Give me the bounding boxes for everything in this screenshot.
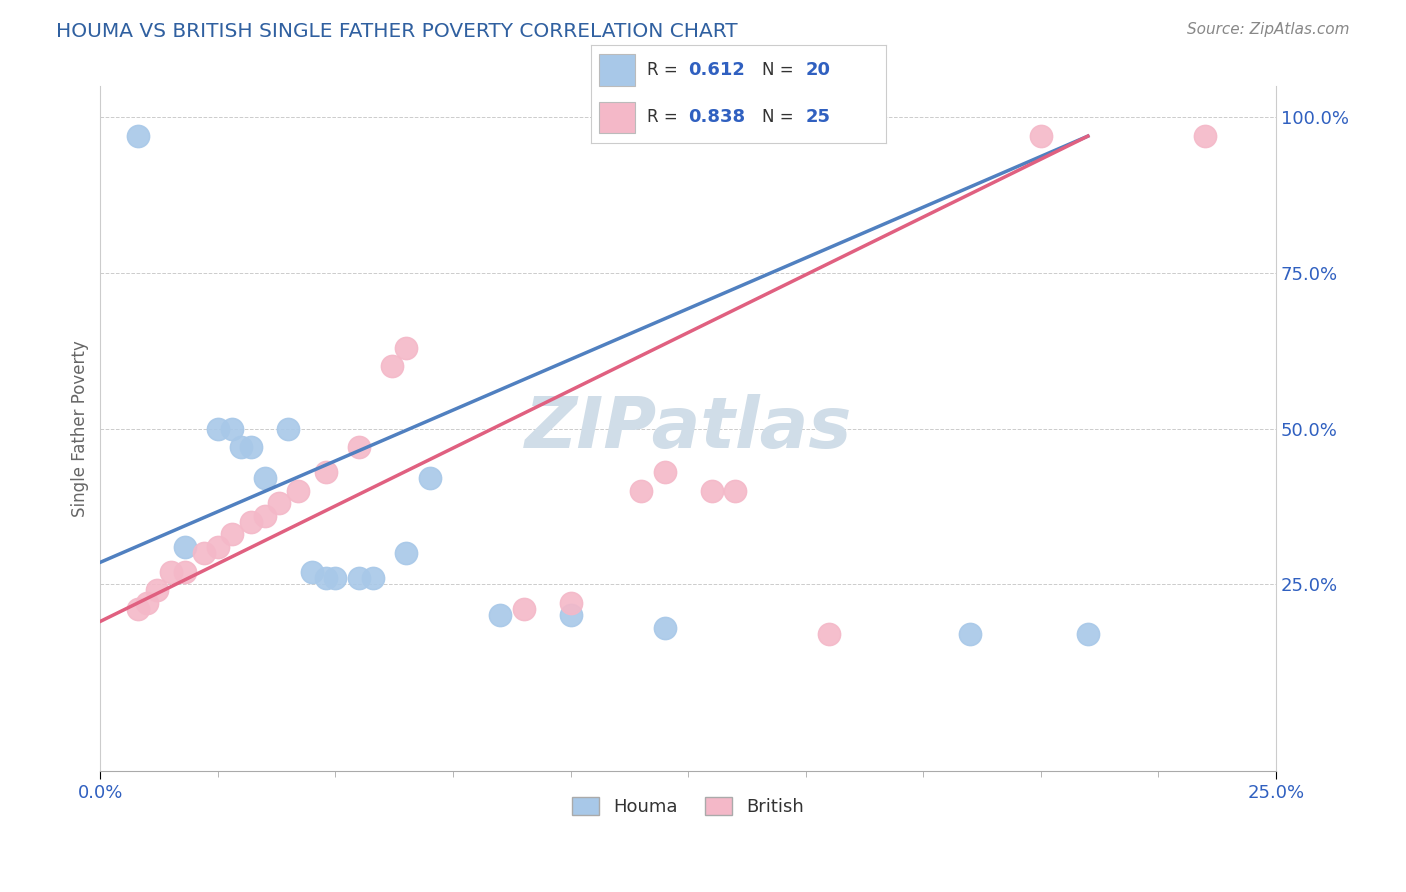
Point <box>654 465 676 479</box>
Point <box>239 440 262 454</box>
Point <box>325 571 347 585</box>
Text: 20: 20 <box>806 62 831 79</box>
Point <box>221 421 243 435</box>
Point <box>253 471 276 485</box>
FancyBboxPatch shape <box>599 54 636 86</box>
Point <box>560 596 582 610</box>
Point <box>146 583 169 598</box>
Point <box>654 621 676 635</box>
Point <box>127 602 149 616</box>
Point <box>207 540 229 554</box>
Point <box>253 508 276 523</box>
Text: 0.612: 0.612 <box>688 62 745 79</box>
Text: R =: R = <box>647 108 683 126</box>
Point <box>1194 129 1216 144</box>
Text: R =: R = <box>647 62 683 79</box>
Text: N =: N = <box>762 108 799 126</box>
Point <box>361 571 384 585</box>
Text: HOUMA VS BRITISH SINGLE FATHER POVERTY CORRELATION CHART: HOUMA VS BRITISH SINGLE FATHER POVERTY C… <box>56 22 738 41</box>
Point <box>959 627 981 641</box>
Point <box>287 483 309 498</box>
Point <box>174 565 197 579</box>
Point <box>418 471 440 485</box>
Point <box>512 602 534 616</box>
Point <box>160 565 183 579</box>
Point <box>239 515 262 529</box>
Point <box>174 540 197 554</box>
Y-axis label: Single Father Poverty: Single Father Poverty <box>72 340 89 516</box>
Text: 0.838: 0.838 <box>688 108 745 126</box>
Point <box>193 546 215 560</box>
Point <box>136 596 159 610</box>
Point <box>724 483 747 498</box>
Point <box>277 421 299 435</box>
Point <box>1029 129 1052 144</box>
Point <box>231 440 253 454</box>
Point <box>395 341 418 355</box>
FancyBboxPatch shape <box>599 102 636 133</box>
Point <box>127 129 149 144</box>
Point <box>221 527 243 541</box>
Point <box>630 483 652 498</box>
Point <box>207 421 229 435</box>
Point <box>267 496 290 510</box>
Point <box>381 359 404 374</box>
Text: Source: ZipAtlas.com: Source: ZipAtlas.com <box>1187 22 1350 37</box>
Point <box>560 608 582 623</box>
Point <box>315 465 337 479</box>
Point <box>489 608 512 623</box>
Text: ZIPatlas: ZIPatlas <box>524 394 852 463</box>
Point <box>395 546 418 560</box>
Text: N =: N = <box>762 62 799 79</box>
Text: 25: 25 <box>806 108 831 126</box>
Point <box>818 627 841 641</box>
Legend: Houma, British: Houma, British <box>565 789 811 823</box>
Point <box>1077 627 1099 641</box>
Point <box>347 571 370 585</box>
Point <box>301 565 323 579</box>
Point <box>700 483 723 498</box>
Point <box>315 571 337 585</box>
Point <box>347 440 370 454</box>
